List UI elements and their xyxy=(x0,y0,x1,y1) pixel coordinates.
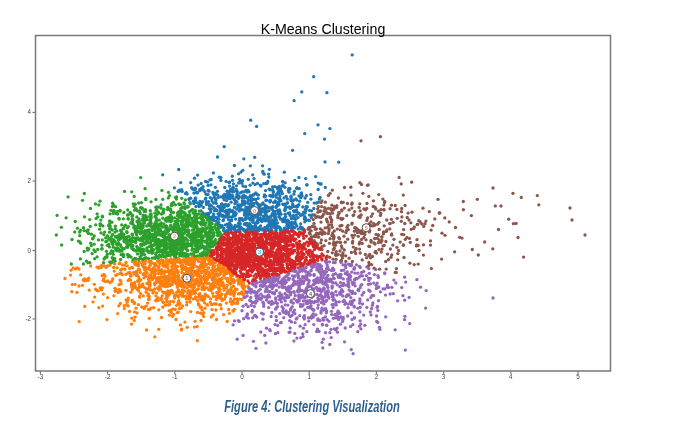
svg-text:Figure 4: Clustering Visualiza: Figure 4: Clustering Visualization xyxy=(224,398,400,415)
svg-text:-1: -1 xyxy=(172,373,178,380)
svg-text:-2: -2 xyxy=(25,315,31,322)
svg-text:-2: -2 xyxy=(105,373,111,380)
svg-text:4: 4 xyxy=(509,373,513,380)
svg-text:2: 2 xyxy=(375,373,379,380)
svg-text:2: 2 xyxy=(27,177,31,184)
svg-text:K-Means Clustering: K-Means Clustering xyxy=(261,20,386,37)
svg-text:3: 3 xyxy=(258,249,261,255)
svg-text:1: 1 xyxy=(307,373,311,380)
svg-text:2: 2 xyxy=(173,233,176,239)
svg-text:4: 4 xyxy=(27,108,31,115)
svg-text:0: 0 xyxy=(27,247,31,254)
svg-text:1: 1 xyxy=(185,275,188,281)
svg-text:0: 0 xyxy=(253,208,256,214)
svg-text:3: 3 xyxy=(442,373,446,380)
svg-text:-3: -3 xyxy=(38,373,44,380)
svg-text:5: 5 xyxy=(576,373,580,380)
svg-text:5: 5 xyxy=(365,225,368,231)
svg-text:0: 0 xyxy=(240,373,244,380)
